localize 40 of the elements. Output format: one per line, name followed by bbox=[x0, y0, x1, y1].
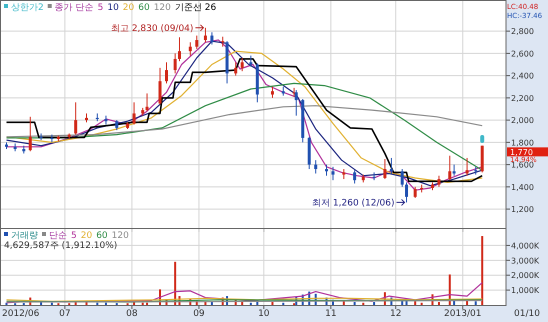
y-tick-label: 2,000 bbox=[511, 116, 534, 126]
x-tick-label: 08 bbox=[126, 309, 138, 319]
y-tick-label: 1,200 bbox=[511, 205, 534, 214]
y-tick-label: 1,800 bbox=[511, 138, 534, 148]
text: 2012/06 bbox=[2, 309, 40, 319]
y-tick-label: 2,200 bbox=[511, 94, 534, 103]
x-tick-label: 10 bbox=[258, 309, 270, 319]
text: 20 bbox=[80, 231, 92, 241]
text: 60 bbox=[96, 231, 108, 241]
text: 1,770 bbox=[510, 148, 533, 157]
annotation: 4,629,587주 (1,912.10%) bbox=[4, 241, 118, 251]
text: 20 bbox=[122, 3, 135, 13]
x-tick-label: 07 bbox=[59, 309, 71, 319]
text: 5 bbox=[71, 231, 77, 241]
y-tick-label: 1,400 bbox=[511, 182, 534, 192]
text: 5 bbox=[98, 3, 104, 13]
y-tick-label: 2,800 bbox=[511, 27, 534, 36]
y-tick-label: 2,400 bbox=[511, 72, 534, 81]
text: 10 bbox=[107, 3, 120, 13]
y-tick-label: 4,000K bbox=[511, 241, 540, 250]
text: 기준선 26 bbox=[174, 3, 216, 13]
text: 120 bbox=[112, 231, 130, 241]
y-tick-label: 2,600 bbox=[511, 49, 534, 58]
x-tick-label: 09 bbox=[193, 309, 205, 319]
legend-label: 상한가2 bbox=[11, 3, 44, 13]
legend-label: 거래량 bbox=[11, 231, 38, 241]
annotation: 최저 1,260 (12/06) bbox=[312, 198, 395, 208]
x-tick-label: 12 bbox=[390, 309, 402, 319]
text: 60 bbox=[138, 3, 150, 13]
text: 01/10 bbox=[514, 309, 540, 319]
text: 120 bbox=[154, 3, 172, 13]
y-tick-label: 3,000K bbox=[511, 256, 540, 266]
y-tick-label: 1,600 bbox=[511, 160, 534, 170]
legend-title: 종가 단순 bbox=[54, 3, 94, 13]
legend-title: 단순 bbox=[49, 231, 67, 241]
y-tick-label: 1,000K bbox=[511, 286, 540, 296]
annotation: 최고 2,830 (09/04) bbox=[110, 24, 194, 34]
x-tick-label: 11 bbox=[325, 309, 337, 319]
x-tick-label: 2013/01 bbox=[444, 309, 482, 319]
y-tick-label: 2,000K bbox=[511, 271, 540, 280]
